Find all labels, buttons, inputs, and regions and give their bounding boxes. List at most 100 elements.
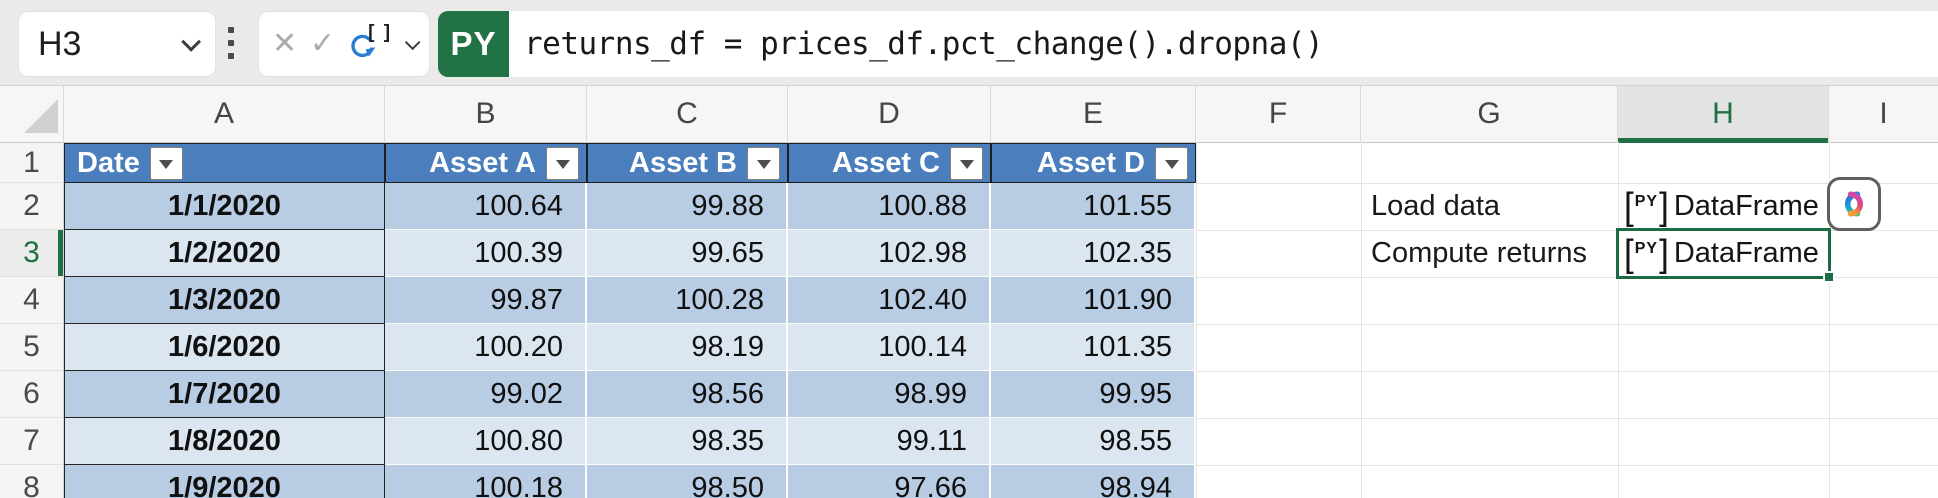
value-cell[interactable]: 98.35 — [587, 418, 788, 465]
filter-triangle-icon — [159, 159, 174, 169]
value-cell[interactable]: 100.80 — [385, 418, 587, 465]
date-cell[interactable]: 1/3/2020 — [64, 277, 385, 324]
name-box-chevron-down-icon[interactable] — [181, 31, 202, 52]
horizontal-gridline — [1196, 230, 1938, 231]
vertical-gridline — [1361, 142, 1362, 498]
table-header-label: Asset C — [832, 146, 940, 179]
horizontal-gridline — [1196, 371, 1938, 372]
column-header-B[interactable]: B — [385, 86, 587, 143]
value-cell[interactable]: 99.88 — [587, 183, 788, 230]
column-header-G[interactable]: G — [1361, 86, 1618, 143]
table-header-cell[interactable]: Asset A — [385, 143, 587, 183]
py-object-cell-h3[interactable]: [PY] DataFrame — [1618, 230, 1829, 277]
row-header-1[interactable]: 1 — [0, 143, 64, 183]
table-header-cell[interactable]: Asset D — [991, 143, 1196, 183]
formula-bar-drag-handle[interactable] — [228, 0, 234, 86]
value-cell[interactable]: 102.35 — [991, 230, 1196, 277]
horizontal-gridline — [1196, 324, 1938, 325]
filter-triangle-icon — [555, 159, 570, 169]
column-header-I[interactable]: I — [1829, 86, 1938, 143]
horizontal-gridline — [1196, 418, 1938, 419]
value-cell[interactable]: 97.66 — [788, 465, 991, 498]
date-cell[interactable]: 1/6/2020 — [64, 324, 385, 371]
value-cell[interactable]: 101.55 — [991, 183, 1196, 230]
py-object-tag: PY — [1634, 239, 1659, 257]
date-cell[interactable]: 1/9/2020 — [64, 465, 385, 498]
table-header-label: Asset A — [429, 146, 536, 179]
value-cell[interactable]: 98.55 — [991, 418, 1196, 465]
value-cell[interactable]: 99.95 — [991, 371, 1196, 418]
date-cell[interactable]: 1/8/2020 — [64, 418, 385, 465]
cancel-icon[interactable]: ✕ — [272, 27, 298, 60]
filter-triangle-icon — [1164, 159, 1179, 169]
row-header-8[interactable]: 8 — [0, 465, 64, 498]
horizontal-gridline — [1196, 183, 1938, 184]
column-header-strip — [0, 86, 1938, 143]
value-cell[interactable]: 100.88 — [788, 183, 991, 230]
py-object-bracket: ] — [1659, 185, 1669, 228]
date-cell[interactable]: 1/7/2020 — [64, 371, 385, 418]
filter-button[interactable] — [950, 146, 983, 180]
value-cell[interactable]: 100.20 — [385, 324, 587, 371]
py-object-label: DataFrame — [1673, 237, 1819, 269]
column-header-F[interactable]: F — [1196, 86, 1361, 143]
row-header-2[interactable]: 2 — [0, 183, 64, 230]
formula-input[interactable]: PY returns_df = prices_df.pct_change().d… — [438, 11, 1938, 77]
value-cell[interactable]: 99.11 — [788, 418, 991, 465]
column-header-A[interactable]: A — [64, 86, 385, 143]
table-header-label: Date — [77, 146, 140, 179]
value-cell[interactable]: 98.94 — [991, 465, 1196, 498]
formula-options-chevron-down-icon[interactable] — [404, 34, 421, 50]
value-cell[interactable]: 101.90 — [991, 277, 1196, 324]
fill-handle[interactable] — [1823, 271, 1835, 283]
filter-button[interactable] — [747, 146, 780, 180]
filter-button[interactable] — [546, 146, 579, 180]
vertical-gridline — [1618, 142, 1619, 498]
value-cell[interactable]: 98.50 — [587, 465, 788, 498]
select-all-button[interactable] — [0, 86, 64, 143]
formula-bar: H3 ✕ ✓ [ ] PY returns_df = prices_df.pct… — [0, 0, 1938, 86]
copilot-button[interactable] — [1827, 177, 1881, 231]
column-header-C[interactable]: C — [587, 86, 788, 143]
date-cell[interactable]: 1/2/2020 — [64, 230, 385, 277]
value-cell[interactable]: 102.40 — [788, 277, 991, 324]
value-cell[interactable]: 100.64 — [385, 183, 587, 230]
value-cell[interactable]: 100.39 — [385, 230, 587, 277]
value-cell[interactable]: 101.35 — [991, 324, 1196, 371]
row-header-6[interactable]: 6 — [0, 371, 64, 418]
side-label-compute-returns[interactable]: Compute returns — [1371, 237, 1587, 269]
enter-icon[interactable]: ✓ — [310, 27, 336, 60]
column-header-E[interactable]: E — [991, 86, 1196, 143]
py-object-label: DataFrame — [1673, 190, 1819, 222]
value-cell[interactable]: 99.87 — [385, 277, 587, 324]
table-header-cell[interactable]: Asset B — [587, 143, 788, 183]
name-box-value: H3 — [38, 24, 82, 63]
value-cell[interactable]: 99.65 — [587, 230, 788, 277]
py-object-bracket: ] — [1659, 232, 1669, 275]
filter-button[interactable] — [1155, 146, 1188, 180]
value-cell[interactable]: 100.18 — [385, 465, 587, 498]
value-cell[interactable]: 99.02 — [385, 371, 587, 418]
table-header-cell[interactable]: Date — [64, 143, 385, 183]
row-header-7[interactable]: 7 — [0, 418, 64, 465]
value-cell[interactable]: 102.98 — [788, 230, 991, 277]
value-cell[interactable]: 98.19 — [587, 324, 788, 371]
filter-button[interactable] — [149, 146, 183, 180]
row-header-4[interactable]: 4 — [0, 277, 64, 324]
value-cell[interactable]: 98.99 — [788, 371, 991, 418]
column-header-H[interactable]: H — [1618, 86, 1829, 143]
value-cell[interactable]: 98.56 — [587, 371, 788, 418]
py-object-cell-h2[interactable]: [PY] DataFrame — [1618, 183, 1829, 230]
python-refresh-icon[interactable]: [ ] — [348, 22, 392, 66]
side-label-load-data[interactable]: Load data — [1371, 190, 1501, 222]
date-cell[interactable]: 1/1/2020 — [64, 183, 385, 230]
value-cell[interactable]: 100.28 — [587, 277, 788, 324]
value-cell[interactable]: 100.14 — [788, 324, 991, 371]
formula-text[interactable]: returns_df = prices_df.pct_change().drop… — [524, 26, 1324, 62]
column-header-D[interactable]: D — [788, 86, 991, 143]
row-header-3[interactable]: 3 — [0, 230, 64, 277]
row-header-5[interactable]: 5 — [0, 324, 64, 371]
name-box[interactable]: H3 — [18, 11, 216, 77]
table-header-cell[interactable]: Asset C — [788, 143, 991, 183]
